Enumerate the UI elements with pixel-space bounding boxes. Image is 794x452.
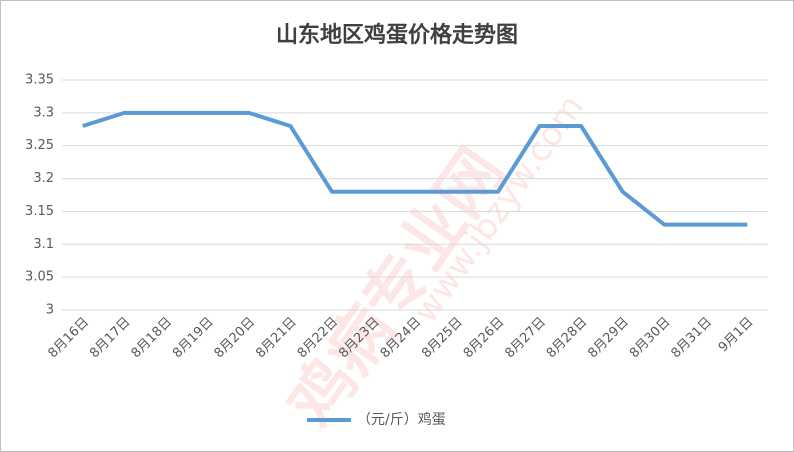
y-tick-label: 3.35	[25, 73, 54, 88]
y-tick-label: 3.2	[33, 171, 54, 186]
y-tick-label: 3.25	[25, 138, 54, 153]
y-tick-label: 3.3	[33, 105, 54, 120]
data-line	[82, 110, 748, 227]
y-tick-label: 3.15	[25, 204, 54, 219]
y-tick-label: 3.1	[33, 237, 54, 252]
chart-title: 山东地区鸡蛋价格走势图	[276, 22, 518, 48]
legend-label: （元/斤）鸡蛋	[357, 411, 446, 428]
y-tick-label: 3.05	[25, 270, 54, 285]
y-tick-label: 3	[46, 303, 54, 318]
